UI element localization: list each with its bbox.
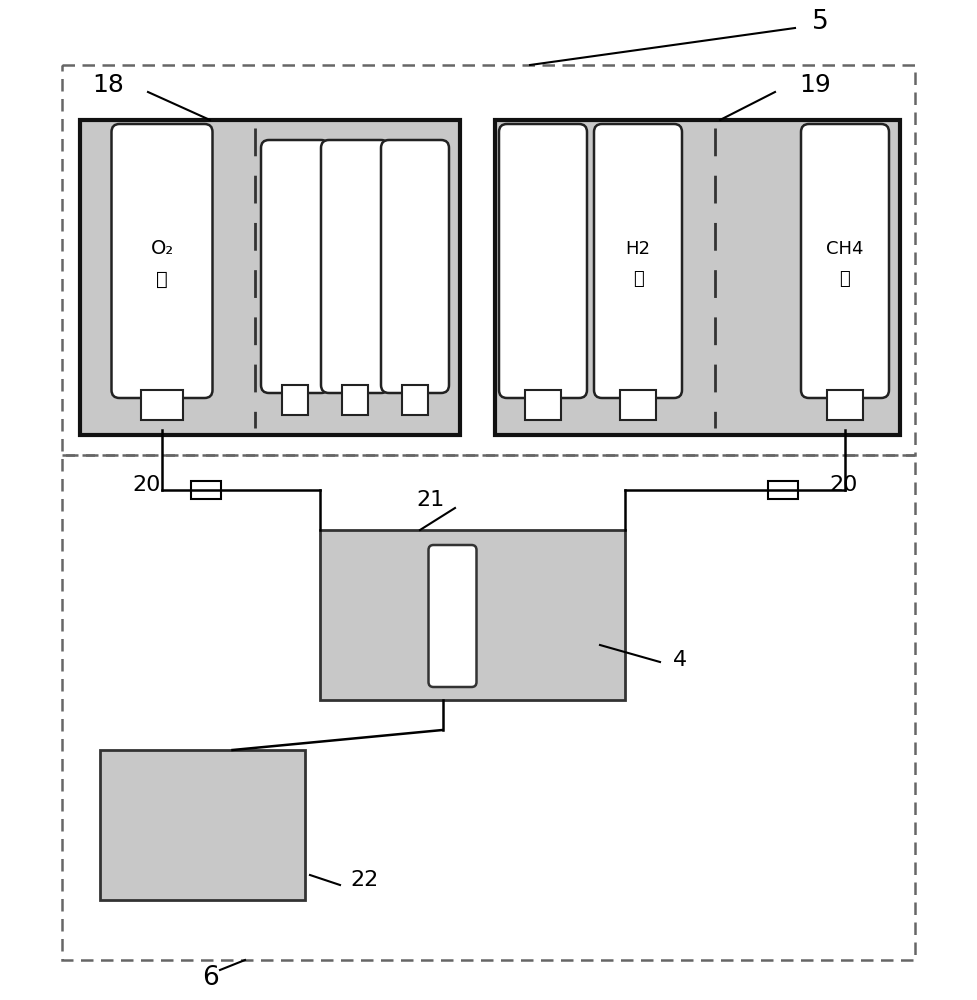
Text: 18: 18	[92, 73, 124, 97]
Bar	[827, 390, 863, 420]
Text: 20: 20	[829, 475, 858, 495]
Bar	[282, 385, 308, 415]
Text: CH4: CH4	[827, 240, 864, 258]
Polygon shape	[80, 120, 460, 435]
Polygon shape	[495, 120, 900, 435]
FancyBboxPatch shape	[321, 140, 389, 393]
FancyBboxPatch shape	[429, 545, 477, 687]
Bar	[620, 390, 656, 420]
FancyBboxPatch shape	[261, 140, 329, 393]
Bar	[191, 481, 221, 499]
Text: 21: 21	[416, 490, 445, 510]
Bar	[402, 385, 428, 415]
FancyBboxPatch shape	[499, 124, 587, 398]
Text: 4: 4	[673, 650, 687, 670]
FancyBboxPatch shape	[801, 124, 889, 398]
Text: 5: 5	[812, 9, 828, 35]
Text: O₂: O₂	[150, 239, 174, 258]
Text: 19: 19	[799, 73, 830, 97]
Polygon shape	[100, 750, 305, 900]
Polygon shape	[320, 530, 625, 700]
Text: 22: 22	[351, 870, 379, 890]
Bar	[768, 481, 798, 499]
FancyBboxPatch shape	[594, 124, 682, 398]
Text: 瓶: 瓶	[633, 270, 644, 288]
Text: 瓶: 瓶	[156, 269, 168, 288]
Bar	[342, 385, 368, 415]
Text: 6: 6	[201, 965, 219, 991]
Text: H2: H2	[625, 240, 651, 258]
Bar	[141, 390, 184, 420]
FancyBboxPatch shape	[111, 124, 213, 398]
FancyBboxPatch shape	[381, 140, 449, 393]
Text: 瓶: 瓶	[839, 270, 850, 288]
Text: 20: 20	[132, 475, 160, 495]
Bar	[525, 390, 561, 420]
